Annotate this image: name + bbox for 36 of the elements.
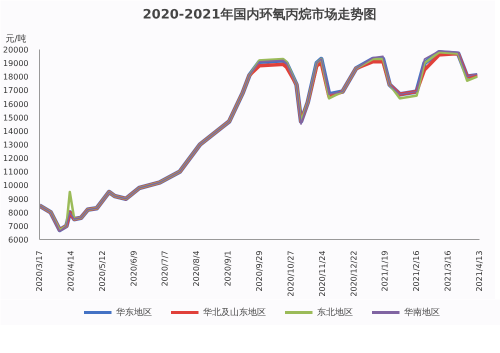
y-tick-label: 16000 bbox=[3, 100, 29, 109]
x-tick-label: 2020/8/4 bbox=[192, 250, 202, 286]
x-tick-label: 2020/3/17 bbox=[35, 250, 44, 292]
legend-label: 东北地区 bbox=[317, 306, 353, 318]
y-tick-label: 10000 bbox=[3, 181, 29, 190]
x-tick-label: 2020/12/22 bbox=[349, 250, 358, 297]
chart-title: 2020-2021年国内环氧丙烷市场走势图 bbox=[142, 6, 376, 22]
y-tick-label: 13000 bbox=[3, 140, 29, 150]
x-tick-label: 2020/7/7 bbox=[160, 250, 170, 286]
x-tick-label: 2021/2/16 bbox=[412, 250, 422, 292]
legend-label: 华北及山东地区 bbox=[203, 306, 266, 318]
y-tick-label: 7000 bbox=[8, 222, 28, 231]
x-tick-label: 2021/3/16 bbox=[444, 250, 453, 292]
y-tick-label: 8000 bbox=[8, 208, 28, 218]
y-tick-label: 19000 bbox=[3, 59, 29, 68]
y-tick-label: 9000 bbox=[8, 194, 28, 204]
y-tick-label: 18000 bbox=[3, 72, 29, 82]
legend-label: 华东地区 bbox=[116, 306, 152, 318]
y-axis-title: 元/吨 bbox=[6, 34, 27, 44]
x-tick-label: 2020/11/24 bbox=[318, 250, 327, 297]
y-tick-label: 17000 bbox=[3, 86, 29, 96]
y-tick-label: 20000 bbox=[3, 46, 29, 54]
x-tick-label: 2020/9/1 bbox=[224, 250, 233, 286]
x-tick-label: 2020/4/14 bbox=[66, 250, 76, 292]
x-tick-label: 2020/9/29 bbox=[255, 250, 264, 292]
x-tick-label: 2020/5/12 bbox=[98, 250, 107, 292]
y-tick-label: 11000 bbox=[3, 168, 29, 177]
y-tick-label: 15000 bbox=[3, 113, 29, 122]
y-tick-label: 14000 bbox=[3, 126, 29, 136]
legend-label: 华南地区 bbox=[404, 306, 440, 318]
x-tick-label: 2020/6/9 bbox=[129, 250, 138, 286]
y-tick-label: 6000 bbox=[8, 236, 28, 244]
x-tick-label: 2021/1/19 bbox=[380, 250, 390, 292]
x-tick-label: 2021/4/13 bbox=[475, 250, 484, 292]
y-tick-label: 12000 bbox=[3, 154, 29, 164]
x-tick-label: 2020/10/27 bbox=[286, 250, 296, 297]
